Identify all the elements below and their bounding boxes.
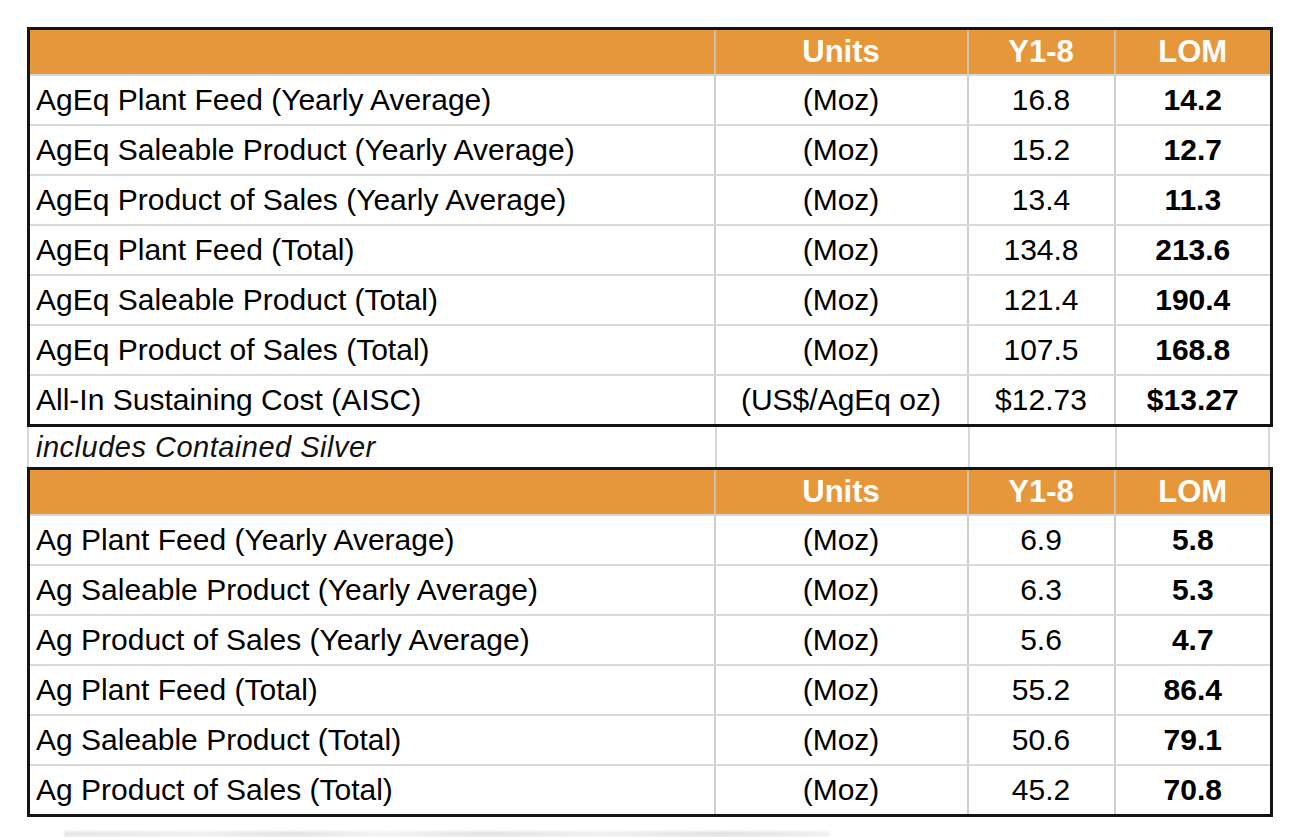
- table-row: AgEq Product of Sales (Total)(Moz)107.51…: [29, 325, 1272, 375]
- ag-header-blank-cell: [29, 469, 715, 516]
- units-cell: (Moz): [715, 175, 968, 225]
- ageq-header-row: Units Y1-8 LOM: [29, 29, 1272, 76]
- ageq-production-table: Units Y1-8 LOM AgEq Plant Feed (Yearly A…: [27, 27, 1273, 427]
- units-cell: (Moz): [715, 515, 968, 565]
- lom-value-cell: 79.1: [1115, 715, 1272, 765]
- y18-value-cell: 16.8: [968, 75, 1115, 125]
- row-label-cell: Ag Saleable Product (Total): [29, 715, 715, 765]
- y18-value-cell: 55.2: [968, 665, 1115, 715]
- units-cell: (US$/AgEq oz): [715, 375, 968, 426]
- units-cell: (Moz): [715, 275, 968, 325]
- table-row: Ag Plant Feed (Yearly Average)(Moz)6.95.…: [29, 515, 1272, 565]
- y18-value-cell: $12.73: [968, 375, 1115, 426]
- y18-value-cell: 134.8: [968, 225, 1115, 275]
- units-cell: (Moz): [715, 765, 968, 816]
- lom-value-cell: 70.8: [1115, 765, 1272, 816]
- row-label-cell: Ag Saleable Product (Yearly Average): [29, 565, 715, 615]
- y18-value-cell: 15.2: [968, 125, 1115, 175]
- lom-value-cell: 168.8: [1115, 325, 1272, 375]
- note-text-cell: includes Contained Silver: [29, 427, 715, 467]
- units-cell: (Moz): [715, 665, 968, 715]
- units-cell: (Moz): [715, 75, 968, 125]
- includes-contained-silver-note: includes Contained Silver: [29, 431, 376, 464]
- units-cell: (Moz): [715, 715, 968, 765]
- ag-header-row: Units Y1-8 LOM: [29, 469, 1272, 516]
- y18-value-cell: 6.9: [968, 515, 1115, 565]
- note-row: includes Contained Silver: [27, 427, 1270, 467]
- row-label-cell: Ag Product of Sales (Yearly Average): [29, 615, 715, 665]
- lom-value-cell: 11.3: [1115, 175, 1272, 225]
- row-label-cell: Ag Plant Feed (Yearly Average): [29, 515, 715, 565]
- lom-value-cell: 5.3: [1115, 565, 1272, 615]
- table-row: AgEq Product of Sales (Yearly Average)(M…: [29, 175, 1272, 225]
- table-row: Ag Product of Sales (Total)(Moz)45.270.8: [29, 765, 1272, 816]
- ag-table-body: Ag Plant Feed (Yearly Average)(Moz)6.95.…: [29, 515, 1272, 816]
- y18-value-cell: 6.3: [968, 565, 1115, 615]
- row-label-cell: AgEq Product of Sales (Yearly Average): [29, 175, 715, 225]
- lom-value-cell: 5.8: [1115, 515, 1272, 565]
- note-empty-units-cell: [715, 427, 968, 467]
- y18-value-cell: 45.2: [968, 765, 1115, 816]
- tables-wrap: Units Y1-8 LOM AgEq Plant Feed (Yearly A…: [27, 27, 1270, 817]
- table-row: Ag Plant Feed (Total)(Moz)55.286.4: [29, 665, 1272, 715]
- table-row: AgEq Saleable Product (Yearly Average)(M…: [29, 125, 1272, 175]
- ageq-header-y18: Y1-8: [968, 29, 1115, 76]
- table-row: AgEq Saleable Product (Total)(Moz)121.41…: [29, 275, 1272, 325]
- lom-value-cell: 86.4: [1115, 665, 1272, 715]
- table-row: Ag Saleable Product (Yearly Average)(Moz…: [29, 565, 1272, 615]
- lom-value-cell: $13.27: [1115, 375, 1272, 426]
- units-cell: (Moz): [715, 125, 968, 175]
- y18-value-cell: 121.4: [968, 275, 1115, 325]
- table-row: AgEq Plant Feed (Total)(Moz)134.8213.6: [29, 225, 1272, 275]
- row-label-cell: Ag Plant Feed (Total): [29, 665, 715, 715]
- table-row: AgEq Plant Feed (Yearly Average)(Moz)16.…: [29, 75, 1272, 125]
- units-cell: (Moz): [715, 565, 968, 615]
- units-cell: (Moz): [715, 225, 968, 275]
- row-label-cell: Ag Product of Sales (Total): [29, 765, 715, 816]
- note-empty-y18-cell: [968, 427, 1115, 467]
- table-row: Ag Product of Sales (Yearly Average)(Moz…: [29, 615, 1272, 665]
- lom-value-cell: 4.7: [1115, 615, 1272, 665]
- row-label-cell: AgEq Saleable Product (Total): [29, 275, 715, 325]
- row-label-cell: AgEq Product of Sales (Total): [29, 325, 715, 375]
- row-label-cell: All-In Sustaining Cost (AISC): [29, 375, 715, 426]
- note-empty-lom-cell: [1115, 427, 1272, 467]
- y18-value-cell: 107.5: [968, 325, 1115, 375]
- lom-value-cell: 14.2: [1115, 75, 1272, 125]
- lom-value-cell: 213.6: [1115, 225, 1272, 275]
- lom-value-cell: 190.4: [1115, 275, 1272, 325]
- ag-header-y18: Y1-8: [968, 469, 1115, 516]
- lom-value-cell: 12.7: [1115, 125, 1272, 175]
- ageq-header-units: Units: [715, 29, 968, 76]
- ag-header-units: Units: [715, 469, 968, 516]
- ageq-header-blank-cell: [29, 29, 715, 76]
- row-label-cell: AgEq Plant Feed (Yearly Average): [29, 75, 715, 125]
- ageq-table-body: AgEq Plant Feed (Yearly Average)(Moz)16.…: [29, 75, 1272, 426]
- y18-value-cell: 5.6: [968, 615, 1115, 665]
- row-label-cell: AgEq Saleable Product (Yearly Average): [29, 125, 715, 175]
- y18-value-cell: 50.6: [968, 715, 1115, 765]
- units-cell: (Moz): [715, 325, 968, 375]
- ag-production-table: Units Y1-8 LOM Ag Plant Feed (Yearly Ave…: [27, 467, 1273, 817]
- table-row: All-In Sustaining Cost (AISC)(US$/AgEq o…: [29, 375, 1272, 426]
- ageq-header-lom: LOM: [1115, 29, 1272, 76]
- table-row: Ag Saleable Product (Total)(Moz)50.679.1: [29, 715, 1272, 765]
- row-label-cell: AgEq Plant Feed (Total): [29, 225, 715, 275]
- page: Units Y1-8 LOM AgEq Plant Feed (Yearly A…: [0, 0, 1300, 837]
- y18-value-cell: 13.4: [968, 175, 1115, 225]
- units-cell: (Moz): [715, 615, 968, 665]
- ag-header-lom: LOM: [1115, 469, 1272, 516]
- cutoff-text-artifact: [64, 831, 830, 837]
